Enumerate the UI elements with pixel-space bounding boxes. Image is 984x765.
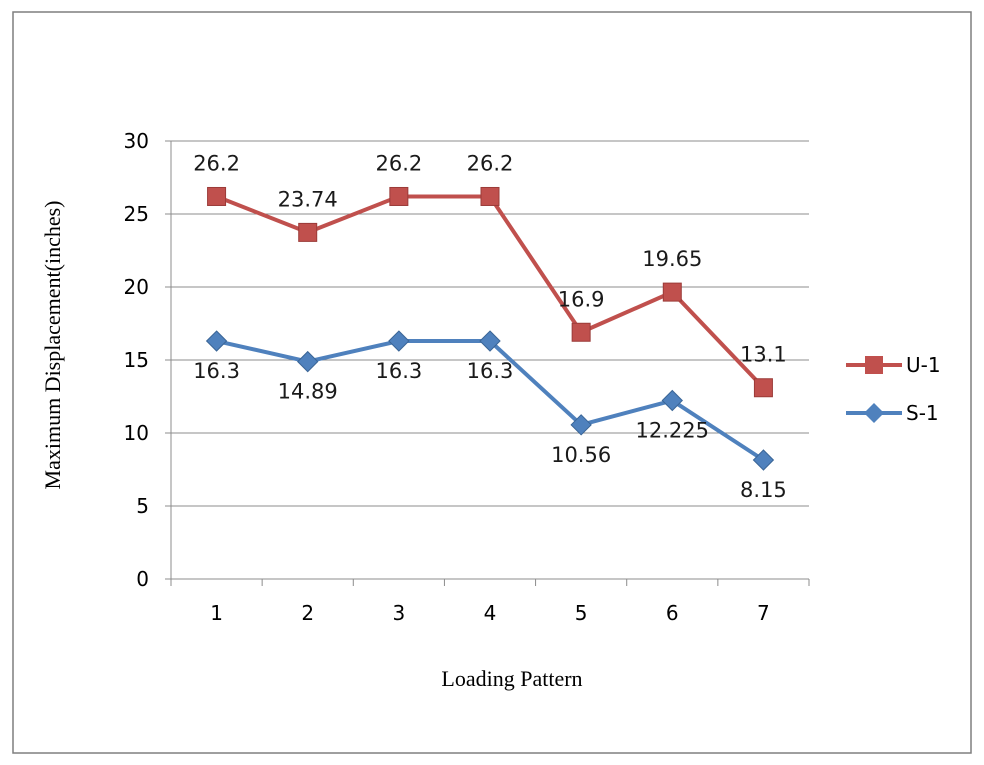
data-label-u-1: 16.9 (558, 287, 605, 311)
axes: 0 5 10 15 20 25 30 1 2 3 4 5 6 7 (124, 129, 810, 625)
data-label-s-1: 10.56 (551, 443, 611, 467)
data-label-u-1: 26.2 (375, 151, 422, 175)
data-point-u-1 (662, 282, 682, 302)
y-tick-label: 20 (124, 275, 149, 299)
legend-marker-square (865, 356, 883, 374)
legend: U-1 S-1 (846, 353, 941, 425)
x-tick-label: 2 (301, 601, 314, 625)
y-tick-label: 30 (124, 129, 149, 153)
data-label-s-1: 16.3 (193, 359, 240, 383)
data-point-s-1 (388, 330, 410, 352)
legend-item-s-1: S-1 (846, 401, 939, 425)
x-tick-label: 6 (666, 601, 679, 625)
data-point-u-1 (571, 322, 591, 342)
data-labels: 26.2 23.74 26.2 26.2 16.9 19.65 13.1 16.3 14.89 1… (193, 151, 787, 502)
data-point-u-1 (207, 186, 227, 206)
y-tick-label: 0 (136, 567, 149, 591)
data-point-u-1 (389, 186, 409, 206)
y-tick-label: 5 (136, 494, 149, 518)
gridlines (171, 140, 809, 507)
x-axis-title: Loading Pattern (441, 666, 582, 691)
chart-frame (12, 11, 972, 754)
data-label-s-1: 14.89 (278, 380, 338, 404)
y-tick-label: 15 (124, 348, 149, 372)
data-label-u-1: 23.74 (278, 187, 338, 211)
x-tick-label: 3 (392, 601, 405, 625)
legend-item-u-1: U-1 (846, 353, 941, 377)
data-point-s-1 (479, 330, 501, 352)
y-tick-label: 25 (124, 202, 149, 226)
data-point-u-1 (753, 378, 773, 398)
legend-label: S-1 (906, 401, 939, 425)
y-tick-label: 10 (124, 421, 149, 445)
data-point-s-1 (205, 330, 228, 352)
data-label-s-1: 8.15 (740, 478, 787, 502)
data-point-s-1 (297, 350, 319, 373)
x-tick-label: 7 (757, 601, 770, 625)
x-tick-label: 5 (575, 601, 588, 625)
series-group (205, 186, 775, 471)
x-tick-label: 1 (210, 601, 223, 625)
data-label-u-1: 26.2 (193, 151, 240, 175)
data-point-u-1 (480, 186, 500, 206)
data-label-u-1: 19.65 (642, 247, 702, 271)
y-axis-title: Maximum Displacement(inches) (40, 201, 65, 490)
legend-label: U-1 (906, 353, 941, 377)
legend-marker-diamond (864, 403, 884, 423)
data-point-s-1 (752, 449, 775, 471)
data-point-s-1 (570, 414, 592, 436)
data-label-s-1: 12.225 (636, 419, 709, 443)
data-label-s-1: 16.3 (467, 359, 514, 383)
data-label-u-1: 13.1 (740, 343, 787, 367)
data-point-s-1 (661, 389, 683, 412)
x-tick-label: 4 (484, 601, 497, 625)
data-label-u-1: 26.2 (467, 151, 514, 175)
data-label-s-1: 16.3 (375, 359, 422, 383)
data-point-u-1 (298, 222, 318, 242)
